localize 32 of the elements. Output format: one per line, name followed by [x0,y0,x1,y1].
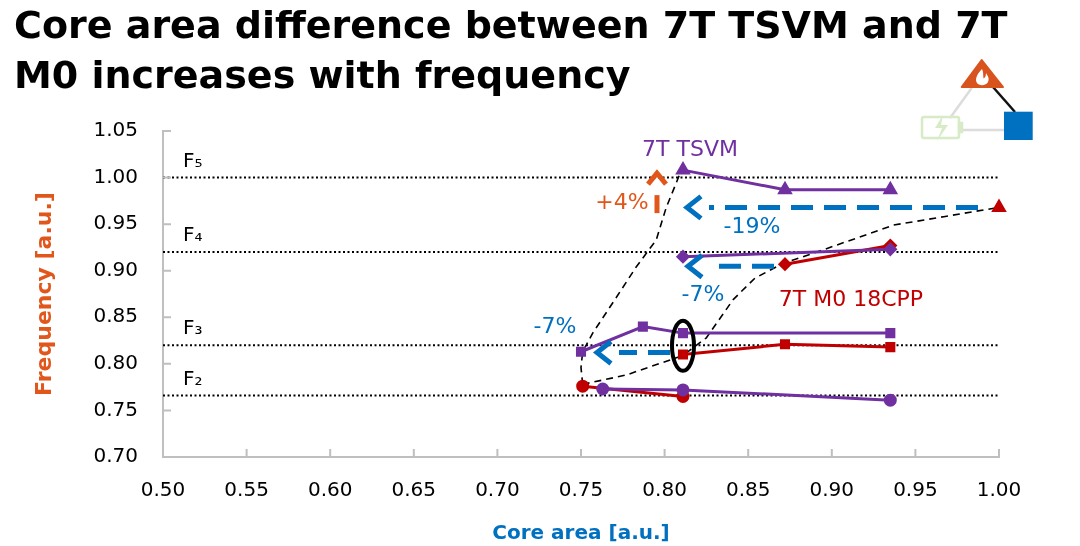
y-tick-label: 0.90 [93,256,138,281]
y-tick-label: 0.95 [93,210,138,235]
x-tick-label: 0.60 [307,477,353,502]
x-tick-label: 0.75 [558,477,604,502]
x-tick-label: 0.50 [140,477,186,502]
x-tick-label: 0.85 [725,477,771,502]
x-tick-label: 0.65 [391,477,437,502]
x-tick-label: 0.70 [475,477,520,502]
ref-line-label: F₃ [183,315,203,340]
x-tick-label: 1.00 [976,477,1022,502]
annotation: -7% [533,313,577,339]
x-axis-title: Core area [a.u.] [492,520,670,545]
ref-line-label: F₂ [183,365,203,390]
y-tick-label: 0.80 [93,350,138,375]
y-axis-title: Frequency [a.u.] [30,192,56,396]
annotation: -7% [681,280,725,306]
series-label: 7T M0 18CPP [778,285,924,311]
x-tick-label: 0.90 [809,477,855,502]
ref-line-label: F₄ [183,222,203,247]
y-tick-label: 0.70 [93,443,138,468]
x-tick-label: 0.95 [893,477,938,502]
chart-title: Core area difference between 7T TSVM and 7T M0 increases with frequency [14,2,1009,99]
series-label: 7T TSVM [642,135,738,161]
ref-line-label: F₅ [183,147,203,172]
x-tick-label: 0.80 [642,477,687,502]
y-tick-label: 0.75 [93,396,138,421]
annotation: +4% [595,188,649,214]
x-tick-label: 0.55 [224,477,269,502]
y-tick-label: 1.05 [93,117,138,142]
y-tick-label: 0.85 [93,303,138,328]
y-tick-label: 1.00 [93,163,138,188]
annotation: -19% [723,213,781,239]
